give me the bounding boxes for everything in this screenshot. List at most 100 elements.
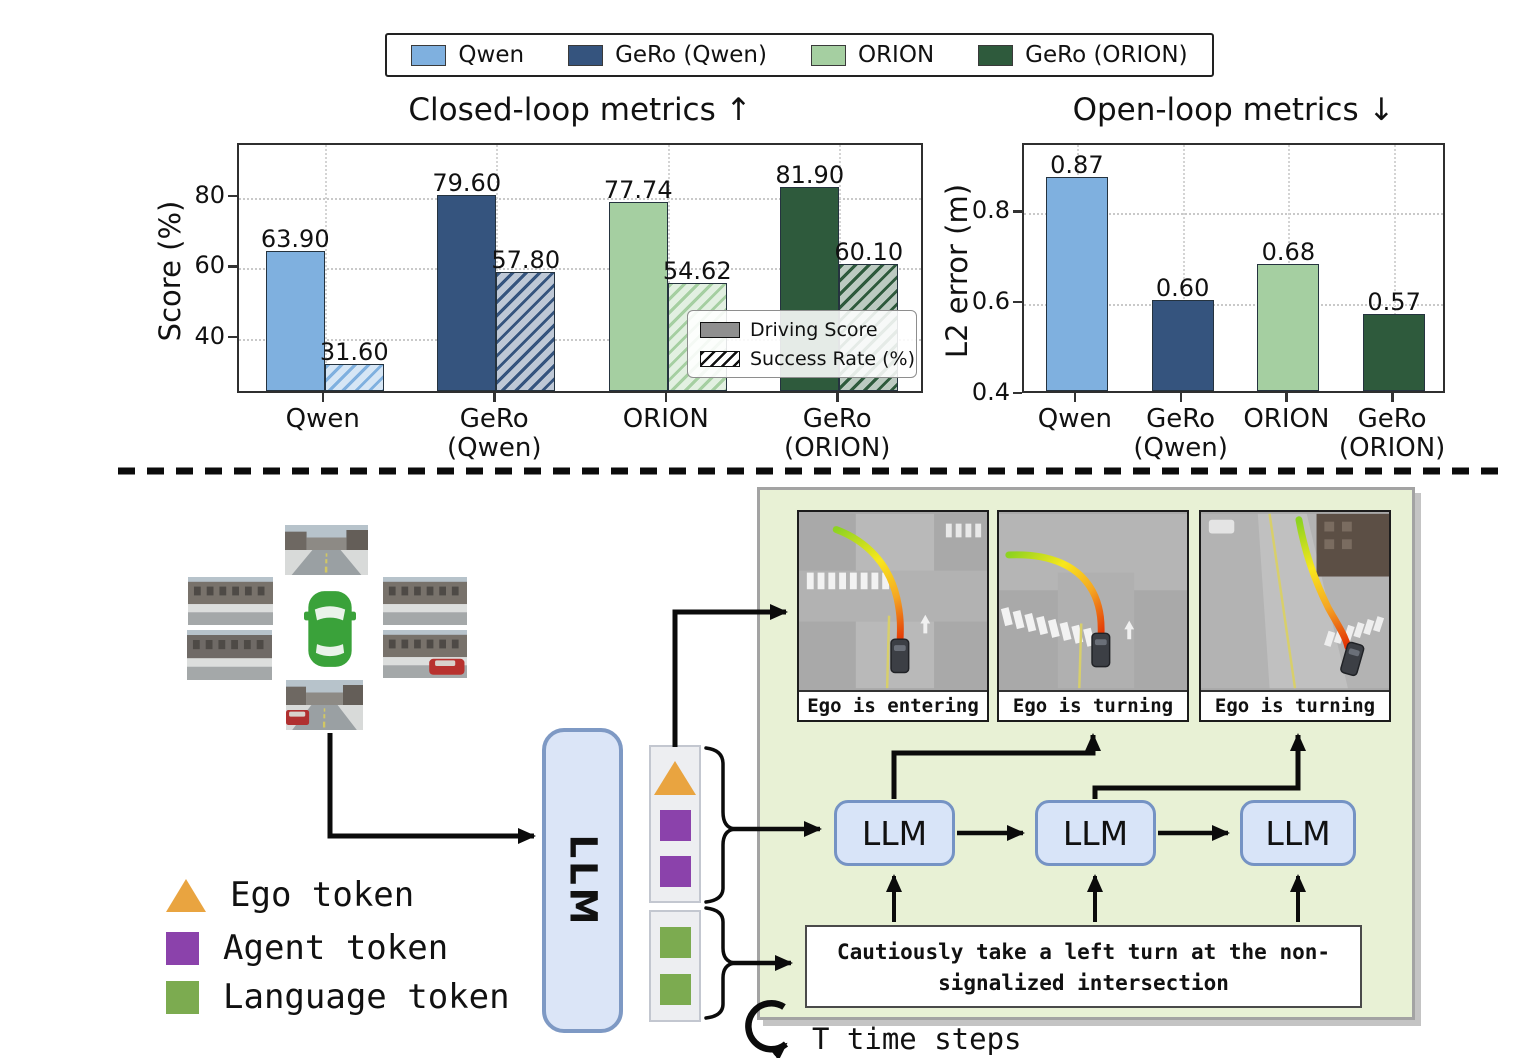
x-tick-label: GeRo (ORION): [1338, 404, 1446, 464]
legend-swatch: [810, 44, 846, 66]
bar-success-rate: [496, 272, 556, 391]
language-token-legend-icon: [166, 980, 199, 1014]
closed-loop-plot: 63.90 31.60 79.60 57.80 77.74 54.62 81.90 60.10…: [237, 143, 923, 393]
bar-value-label: 60.10: [834, 237, 904, 266]
y-tick-label: 0.4: [971, 378, 1010, 406]
y-tick-mark: [228, 194, 237, 198]
y-tick-mark: [228, 335, 237, 339]
gridline-h: [1024, 213, 1443, 216]
x-tick-label: Qwen: [1037, 404, 1112, 434]
legend-item: GeRo (Qwen): [568, 42, 767, 68]
legend-swatch: [568, 44, 604, 66]
y-tick-mark: [1013, 392, 1022, 395]
legend-label: GeRo (Qwen): [615, 42, 767, 68]
gridline-h: [1024, 304, 1443, 307]
y-tick-mark: [228, 265, 237, 268]
gridline-v: [1394, 145, 1397, 391]
gridline-v: [667, 145, 670, 391]
x-tick-label: Qwen: [285, 404, 360, 434]
camera-back: [286, 680, 363, 730]
chain-llm-box: LLM: [1240, 800, 1356, 866]
arrow-cameras-to-llm: [327, 733, 536, 844]
bev-trajectory-image: [999, 512, 1187, 690]
token-legend-label: Language token: [223, 977, 510, 1017]
bev-card: Ego is turning: [1199, 510, 1391, 722]
y-tick-label: 0.8: [971, 196, 1010, 225]
x-tick-label: ORION: [1243, 404, 1330, 434]
agent-token-icon: [659, 855, 691, 887]
bev-caption: Ego is turning: [1201, 690, 1389, 720]
camera-front: [285, 525, 368, 575]
ego-car-icon: [303, 590, 357, 672]
y-tick-label: 40: [194, 321, 225, 350]
y-tick-mark: [1013, 301, 1022, 304]
ego-token-legend-icon: [166, 878, 206, 912]
x-tick-mark: [1285, 393, 1288, 402]
token-legend-row: Language token: [166, 974, 510, 1020]
x-tick-mark: [1179, 393, 1183, 402]
bar-value-label: 0.68: [1261, 237, 1316, 266]
instruction-line1: Cautiously take a left turn at the non-: [836, 940, 1331, 964]
x-tick-label: ORION: [622, 404, 709, 434]
bar-success-rate: [324, 364, 384, 391]
bev-trajectory-image: [799, 512, 987, 690]
bar-value-label: 0.87: [1050, 151, 1104, 180]
bev-card: Ego is entering: [797, 510, 989, 722]
gridline-h: [239, 338, 921, 341]
metric-legend: Driving Score Success Rate (%): [687, 310, 917, 378]
legend-label: GeRo (ORION): [1025, 42, 1188, 68]
chain-llm-box: LLM: [834, 800, 955, 866]
legend-label: Qwen: [458, 42, 525, 68]
language-token-icon: [659, 974, 691, 1005]
bev-trajectory-image: [1201, 512, 1389, 690]
gridline-h: [239, 268, 921, 271]
camera-front-right: [383, 577, 467, 625]
bev-caption: Ego is entering: [799, 690, 987, 720]
bar-value-label: 0.60: [1155, 274, 1210, 303]
agent-token-icon: [659, 809, 691, 841]
gridline-v: [496, 145, 499, 391]
bar-value-label: 0.57: [1367, 287, 1421, 316]
brace-ego-agent-tokens: [704, 746, 735, 904]
agent-token-legend-icon: [166, 931, 199, 965]
bar-l2-error: [1363, 313, 1426, 391]
legend-swatch: [411, 44, 447, 66]
bar-value-label: 81.90: [775, 161, 845, 190]
chain-llm-box: LLM: [1035, 800, 1156, 866]
x-tick-mark: [493, 393, 496, 402]
bar-l2-error: [1257, 263, 1320, 391]
metric-legend-row: Driving Score: [700, 319, 916, 341]
bar-driving-score: [265, 250, 325, 391]
y-tick-label: 0.6: [971, 287, 1010, 316]
legend-label: ORION: [857, 42, 935, 68]
bar-value-label: 79.60: [432, 169, 502, 198]
driving-score-label: Driving Score: [750, 318, 878, 341]
open-loop-plot: 0.87 0.60 0.68 0.57: [1022, 143, 1445, 393]
bar-value-label: 77.74: [603, 175, 673, 204]
legend-item: ORION: [810, 42, 935, 68]
model-legend: Qwen GeRo (Qwen) ORION GeRo (ORION): [385, 33, 1214, 77]
y-tick-label: 80: [194, 180, 225, 209]
language-token-stack: [649, 910, 701, 1022]
instruction-line2: signalized intersection: [938, 971, 1229, 995]
driving-score-swatch: [700, 321, 740, 338]
camera-front-left: [188, 577, 273, 625]
open-loop-chart-title: Open-loop metrics ↓: [1072, 92, 1395, 128]
gridline-v: [1182, 145, 1185, 391]
bev-card: Ego is turning: [997, 510, 1189, 722]
bar-driving-score: [608, 201, 668, 391]
x-tick-mark: [1391, 393, 1394, 402]
time-steps-label: T time steps: [812, 1022, 1022, 1056]
closed-loop-chart-title: Closed-loop metrics ↑: [408, 92, 752, 128]
bar-driving-score: [437, 195, 497, 391]
legend-swatch: [978, 44, 1014, 66]
ego-token-icon: [654, 761, 696, 796]
legend-item: Qwen: [411, 42, 524, 68]
y-tick-label: 60: [194, 251, 225, 280]
x-tick-mark: [321, 393, 325, 402]
gridline-v: [324, 145, 327, 391]
bar-l2-error: [1151, 300, 1214, 391]
success-rate-label: Success Rate (%): [750, 347, 916, 370]
brace-language-tokens: [704, 906, 735, 1020]
